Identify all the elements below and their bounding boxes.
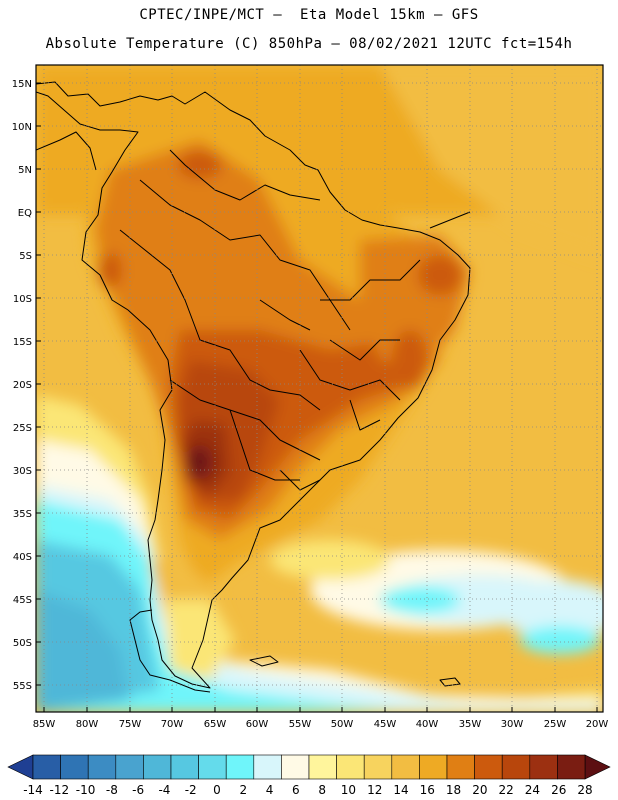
colorbar-label: 12 [367, 783, 382, 797]
colorbar-swatch [308, 754, 337, 780]
colorbar-label: 2 [239, 783, 247, 797]
lon-label: 45W [374, 719, 397, 730]
lat-label: 15N [12, 79, 32, 90]
colorbar-swatch [253, 754, 282, 780]
colorbar-swatch [281, 754, 310, 780]
lon-label: 60W [246, 719, 269, 730]
colorbar-label: 8 [318, 783, 326, 797]
temperature-field [36, 65, 603, 712]
colorbar-swatch [363, 754, 393, 780]
colorbar-label: 4 [266, 783, 274, 797]
lon-label: 30W [501, 719, 524, 730]
colorbar-swatch [170, 754, 199, 780]
colorbar-swatch [32, 754, 61, 780]
colorbar-swatch [115, 754, 144, 780]
graticule [36, 65, 603, 712]
colorbar-swatch [198, 754, 227, 780]
colorbar-label: -14 [23, 783, 43, 797]
lat-label: 55S [13, 681, 32, 692]
lat-label: 35S [13, 509, 32, 520]
lon-label: 35W [459, 719, 482, 730]
coastlines [36, 81, 471, 693]
colorbar-swatch [143, 754, 172, 780]
lat-label: 5S [19, 251, 32, 262]
colorbar-swatch [474, 754, 503, 780]
lat-label: 10S [13, 294, 32, 305]
colorbar-label: 0 [213, 783, 221, 797]
colorbar-label: -10 [76, 783, 96, 797]
colorbar-labels: -14 -12 -10 -8 -6 -4 -2 0 2 4 6 8 10 12 14 16 18 20 22 24 26… [23, 783, 592, 797]
colorbar-label: -4 [158, 783, 170, 797]
lon-label: 85W [33, 719, 56, 730]
colorbar-label: 6 [292, 783, 300, 797]
colorbar-label: 24 [525, 783, 540, 797]
triangle-right-icon [584, 754, 611, 780]
colorbar-label: 16 [420, 783, 435, 797]
lon-label: 25W [544, 719, 567, 730]
lon-label: 50W [331, 719, 354, 730]
lon-labels: 85W 80W 75W 70W 65W 60W 55W 50W 45W 40W … [33, 719, 609, 730]
lat-label: EQ [18, 208, 32, 219]
lat-label: 45S [13, 595, 32, 606]
colorbar-label: 14 [393, 783, 408, 797]
axis-ticks [36, 82, 598, 712]
colorbar-swatch [501, 754, 531, 780]
colorbar-swatch [336, 754, 365, 780]
colorbar-label: 20 [472, 783, 487, 797]
colorbar-label: -2 [185, 783, 197, 797]
colorbar-swatch [391, 754, 420, 780]
colorbar-swatch [419, 754, 448, 780]
lat-label: 30S [13, 466, 32, 477]
lat-labels: 15N 10N 5N EQ 5S 10S 15S 20S 25S 30S 35S… [12, 79, 32, 692]
lon-label: 40W [416, 719, 439, 730]
colorbar-label: 28 [577, 783, 592, 797]
colorbar-swatch [87, 754, 117, 780]
colorbar-swatch [225, 754, 255, 780]
colorbar-swatch [60, 754, 89, 780]
lat-label: 50S [13, 638, 32, 649]
lat-label: 10N [12, 122, 32, 133]
colorbar-label: 18 [446, 783, 461, 797]
title-line-1: CPTEC/INPE/MCT — Eta Model 15km — GFS [139, 7, 479, 23]
lat-label: 40S [13, 552, 32, 563]
lon-label: 55W [289, 719, 312, 730]
colorbar-label: -12 [49, 783, 69, 797]
map-frame [35, 64, 604, 713]
colorbar-label: 26 [551, 783, 566, 797]
colorbar-label: -8 [106, 783, 118, 797]
lon-label: 80W [76, 719, 99, 730]
lat-label: 5N [18, 165, 32, 176]
triangle-left-icon [7, 754, 34, 780]
colorbar [7, 754, 611, 780]
colorbar-swatch [446, 754, 475, 780]
lon-label: 75W [119, 719, 142, 730]
lat-label: 20S [13, 380, 32, 391]
lon-label: 20W [586, 719, 609, 730]
colorbar-swatch [529, 754, 558, 780]
colorbar-swatch [557, 754, 586, 780]
lat-label: 25S [13, 423, 32, 434]
lon-label: 70W [161, 719, 184, 730]
title-line-2: Absolute Temperature (C) 850hPa — 08/02/… [45, 36, 573, 52]
colorbar-label: -6 [132, 783, 144, 797]
colorbar-label: 22 [498, 783, 513, 797]
lat-label: 15S [13, 337, 32, 348]
lon-label: 65W [204, 719, 227, 730]
colorbar-label: 10 [341, 783, 356, 797]
